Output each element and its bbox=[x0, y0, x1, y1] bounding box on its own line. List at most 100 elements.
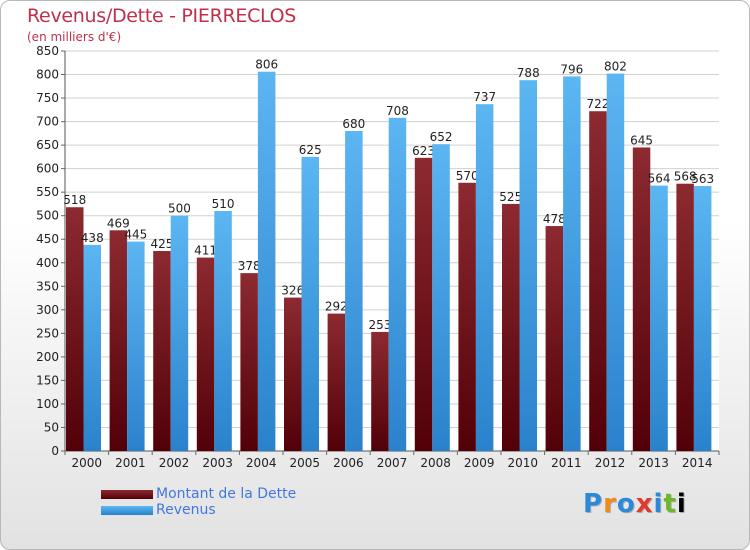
legend-swatch-dette bbox=[101, 490, 153, 499]
proxiti-logo: Proxiti bbox=[583, 489, 687, 519]
data-label-revenus: 445 bbox=[124, 228, 147, 242]
data-label-revenus: 802 bbox=[604, 60, 627, 74]
data-label-revenus: 510 bbox=[212, 197, 235, 211]
data-label-revenus: 680 bbox=[342, 117, 365, 131]
x-tick-label: 2011 bbox=[551, 456, 582, 470]
data-label-dette: 478 bbox=[543, 212, 566, 226]
x-tick-label: 2004 bbox=[246, 456, 277, 470]
x-tick-label: 2006 bbox=[333, 456, 364, 470]
bar-revenus bbox=[301, 156, 319, 451]
bar-dette bbox=[109, 230, 128, 451]
data-label-revenus: 438 bbox=[81, 231, 104, 245]
data-label-dette: 570 bbox=[456, 169, 479, 183]
bar-dette bbox=[502, 203, 520, 451]
x-tick-label: 2003 bbox=[202, 456, 233, 470]
bar-revenus bbox=[83, 244, 101, 451]
x-tick-label: 2010 bbox=[508, 456, 539, 470]
bar-revenus bbox=[345, 131, 363, 451]
bar-dette bbox=[414, 157, 433, 451]
x-tick-label: 2009 bbox=[464, 456, 495, 470]
bar-dette bbox=[196, 257, 215, 451]
x-tick-label: 2013 bbox=[638, 456, 669, 470]
data-label-revenus: 500 bbox=[168, 202, 191, 216]
data-label-dette: 722 bbox=[586, 97, 609, 111]
y-tick-label: 150 bbox=[36, 373, 59, 387]
x-tick-label: 2008 bbox=[420, 456, 451, 470]
bar-dette bbox=[153, 251, 171, 451]
bar-dette bbox=[545, 226, 564, 451]
data-label-revenus: 737 bbox=[473, 90, 496, 104]
x-tick-label: 2001 bbox=[115, 456, 146, 470]
data-label-revenus: 625 bbox=[299, 143, 322, 157]
chart-subtitle: (en milliers d'€) bbox=[27, 30, 122, 44]
y-tick-label: 700 bbox=[36, 115, 59, 129]
data-label-dette: 623 bbox=[412, 144, 435, 158]
data-label-dette: 326 bbox=[281, 284, 304, 298]
data-label-revenus: 708 bbox=[386, 104, 409, 118]
data-label-dette: 425 bbox=[150, 237, 173, 251]
y-tick-label: 50 bbox=[44, 420, 59, 434]
legend-label-dette: Montant de la Dette bbox=[156, 486, 297, 502]
y-tick-label: 550 bbox=[36, 185, 59, 199]
bar-dette bbox=[458, 182, 476, 451]
y-tick-label: 750 bbox=[36, 91, 59, 105]
bar-dette bbox=[632, 147, 651, 451]
y-tick-label: 850 bbox=[36, 44, 59, 58]
bar-chart: 0 50 100 150 200 250 300 350 400 450 500 550 600 650 7… bbox=[36, 44, 720, 470]
bar-revenus bbox=[519, 80, 537, 452]
bar-revenus bbox=[257, 71, 276, 452]
bar-dette bbox=[676, 183, 694, 452]
bar-revenus bbox=[563, 76, 581, 451]
data-label-revenus: 563 bbox=[691, 172, 714, 186]
data-label-dette: 378 bbox=[238, 259, 261, 273]
bar-revenus bbox=[475, 104, 494, 452]
y-tick-label: 600 bbox=[36, 162, 59, 176]
data-label-dette: 292 bbox=[325, 300, 348, 314]
y-tick-label: 400 bbox=[36, 256, 59, 270]
bar-dette bbox=[66, 207, 84, 451]
y-tick-label: 100 bbox=[36, 397, 59, 411]
data-label-revenus: 652 bbox=[430, 130, 453, 144]
y-tick-label: 800 bbox=[36, 68, 59, 82]
bar-dette bbox=[589, 111, 607, 451]
data-label-dette: 645 bbox=[630, 133, 653, 147]
bar-revenus bbox=[606, 73, 625, 452]
x-tick-label: 2012 bbox=[595, 456, 626, 470]
bar-revenus bbox=[693, 186, 712, 451]
bar-dette bbox=[371, 331, 389, 451]
legend-label-revenus: Revenus bbox=[156, 502, 216, 518]
chart-title: Revenus/Dette - PIERRECLOS bbox=[27, 5, 297, 27]
bar-revenus bbox=[214, 211, 232, 451]
data-label-dette: 525 bbox=[499, 190, 522, 204]
y-tick-label: 0 bbox=[51, 444, 59, 458]
data-label-dette: 469 bbox=[107, 216, 130, 230]
y-tick-label: 350 bbox=[36, 279, 59, 293]
bar-dette bbox=[240, 273, 258, 451]
data-label-dette: 253 bbox=[368, 318, 391, 332]
bar-revenus bbox=[432, 144, 450, 452]
x-tick-label: 2005 bbox=[290, 456, 321, 470]
y-tick-label: 200 bbox=[36, 350, 59, 364]
y-tick-label: 500 bbox=[36, 209, 59, 223]
bar-revenus bbox=[388, 117, 407, 451]
data-label-revenus: 564 bbox=[648, 172, 671, 186]
data-label-dette: 568 bbox=[674, 170, 697, 184]
bar-revenus bbox=[650, 185, 668, 451]
data-label-revenus: 788 bbox=[517, 66, 540, 80]
bar-dette bbox=[284, 297, 302, 451]
bar-revenus bbox=[170, 215, 189, 451]
y-tick-label: 450 bbox=[36, 232, 59, 246]
y-tick-label: 300 bbox=[36, 303, 59, 317]
data-label-dette: 518 bbox=[63, 193, 86, 207]
x-tick-label: 2007 bbox=[377, 456, 408, 470]
y-tick-label: 250 bbox=[36, 326, 59, 340]
x-tick-label: 2014 bbox=[682, 456, 713, 470]
bar-dette bbox=[327, 313, 346, 451]
legend-swatch-revenus bbox=[101, 506, 153, 515]
x-tick-label: 2002 bbox=[159, 456, 190, 470]
x-tick-label: 2000 bbox=[72, 456, 103, 470]
bar-revenus bbox=[127, 241, 145, 451]
data-label-revenus: 796 bbox=[560, 62, 583, 76]
data-label-revenus: 806 bbox=[255, 58, 278, 72]
